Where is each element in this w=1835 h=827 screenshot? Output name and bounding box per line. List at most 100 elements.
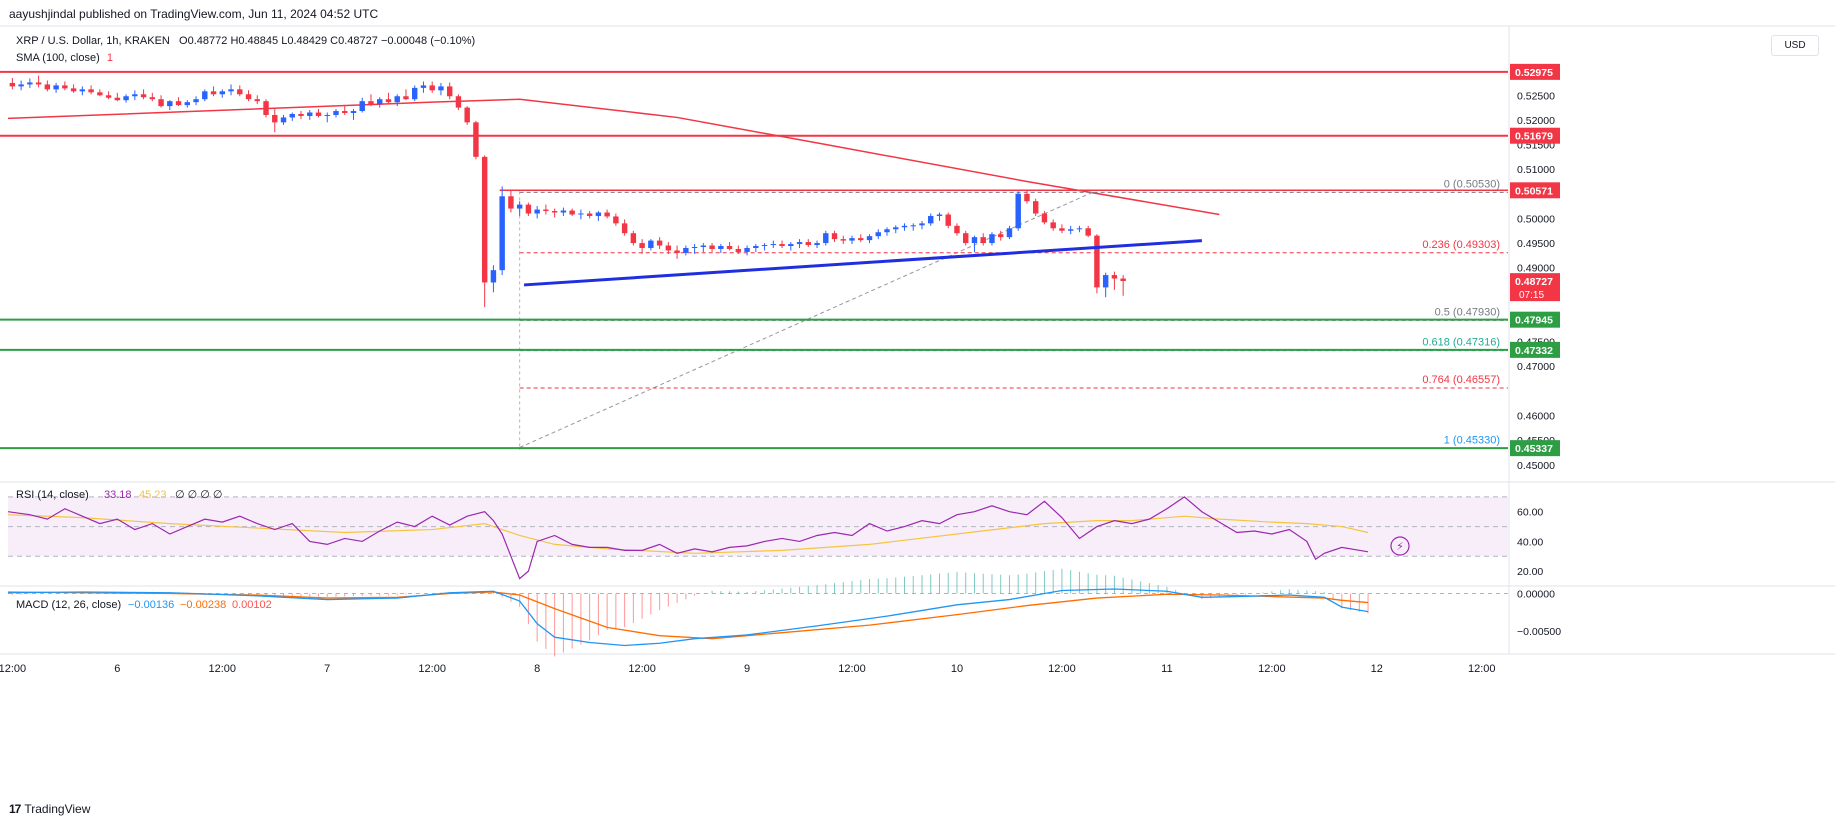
y-tick-label: 0.52000 <box>1517 115 1555 127</box>
x-tick-label: 12:00 <box>1048 663 1076 675</box>
candle-body <box>779 244 785 247</box>
y-tick-label: 0.52500 <box>1517 90 1555 102</box>
candle-body <box>473 122 479 157</box>
candle-body <box>184 102 191 106</box>
candle-body <box>796 242 803 245</box>
candle-body <box>289 113 295 118</box>
candle-body <box>954 225 960 234</box>
candle-body <box>1006 228 1013 238</box>
candle-body <box>551 211 558 213</box>
candle-body <box>928 215 934 224</box>
candle-body <box>823 233 829 244</box>
candle-body <box>735 248 742 252</box>
macd-y-tick: −0.00500 <box>1517 626 1561 638</box>
candle-body <box>718 246 724 249</box>
fib-label-0.236: 0.236 (0.49303) <box>1422 239 1500 251</box>
rsi-y-tick: 40.00 <box>1517 536 1543 548</box>
candle-body <box>761 245 768 247</box>
candle-body <box>525 204 532 214</box>
candle-body <box>228 89 234 92</box>
macd-legend-v3: 0.00102 <box>232 599 272 611</box>
rsi-legend-label: RSI (14, close) <box>16 489 89 501</box>
candle-body <box>534 209 540 214</box>
macd-legend-label: MACD (12, 26, close) <box>16 599 121 611</box>
publisher-line: aayushjindal published on TradingView.co… <box>9 7 379 21</box>
candle-body <box>1102 275 1109 288</box>
candle-body <box>438 86 444 91</box>
candle-body <box>578 213 584 215</box>
candle-body <box>656 240 663 246</box>
candle-body <box>79 89 86 92</box>
candle-body <box>516 204 523 209</box>
x-tick-label: 12:00 <box>1258 663 1286 675</box>
candle-body <box>726 246 733 249</box>
candle-body <box>1085 228 1091 236</box>
candle-body <box>429 85 435 91</box>
candle-body <box>674 250 680 253</box>
candle-body <box>237 89 243 95</box>
tradingview-logo-text: TradingView <box>24 802 91 816</box>
y-tick-label: 0.51000 <box>1517 164 1555 176</box>
tradingview-logo[interactable]: 17 TradingView <box>9 802 90 816</box>
macd-signal-line <box>7 591 1369 640</box>
ohlc-high: H0.48845 <box>230 35 279 47</box>
level-tag-support-3 <box>1510 440 1560 457</box>
x-tick-label: 12:00 <box>838 663 866 675</box>
candle-body <box>105 95 112 98</box>
currency-button[interactable]: USD <box>1771 35 1819 56</box>
ohlc-change: −0.00048 (−0.10%) <box>380 35 476 47</box>
rsi-legend-value: 33.18 <box>104 489 132 501</box>
symbol-legend[interactable]: XRP / U.S. Dollar, 1h, KRAKEN O0.48772 H… <box>16 35 475 47</box>
candle-body <box>919 223 925 226</box>
candle-body <box>307 112 313 116</box>
candle-body <box>280 117 287 123</box>
currency-label: USD <box>1784 40 1806 51</box>
candle-body <box>35 82 42 85</box>
level-tag-label-resistance-3: 0.50571 <box>1515 185 1553 197</box>
candle-body <box>333 111 339 115</box>
candle-body <box>446 86 453 97</box>
candle-body <box>254 99 260 102</box>
candle-body <box>245 94 252 100</box>
x-tick-label: 12:00 <box>1468 663 1496 675</box>
candle-body <box>1041 213 1048 223</box>
current-price-countdown: 07:15 <box>1519 290 1544 301</box>
level-tag-support-1 <box>1510 311 1560 328</box>
candle-body <box>753 246 759 248</box>
candle-body <box>648 240 654 248</box>
y-tick-label: 0.47000 <box>1517 361 1555 373</box>
fib-label-0.764: 0.764 (0.46557) <box>1422 374 1500 386</box>
candle-body <box>490 270 497 283</box>
candle-body <box>455 96 462 108</box>
candle-body <box>210 91 217 95</box>
candle-body <box>980 237 986 244</box>
candle-body <box>359 101 365 112</box>
ohlc-low: L0.48429 <box>281 35 328 47</box>
candle-body <box>560 210 567 213</box>
candle-body <box>403 96 409 100</box>
x-tick-label: 12:00 <box>0 663 26 675</box>
sma-legend[interactable]: SMA (100, close) 1 <box>16 52 113 64</box>
candle-body <box>665 245 672 251</box>
level-tag-resistance-3 <box>1510 182 1560 199</box>
candle-body <box>866 236 873 241</box>
candle-body <box>910 225 916 227</box>
ohlc-open: O0.48772 <box>179 35 228 47</box>
fib-label-0.5: 0.5 (0.47930) <box>1435 306 1500 318</box>
candle-body <box>175 101 182 106</box>
level-tag-label-support-2: 0.47332 <box>1515 345 1553 357</box>
candle-body <box>18 84 24 87</box>
level-tag-resistance-1 <box>1510 63 1560 80</box>
x-tick-label: 10 <box>951 663 963 675</box>
candle-body <box>1067 229 1074 231</box>
macd-y-tick: 0.00000 <box>1517 589 1555 601</box>
candle-body <box>219 91 225 95</box>
candle-body <box>193 99 199 103</box>
candle-body <box>70 88 77 92</box>
candle-body <box>88 89 94 93</box>
candle-body <box>1111 275 1118 279</box>
candle-body <box>840 239 846 241</box>
candle-body <box>893 227 899 230</box>
candle-body <box>132 94 138 97</box>
